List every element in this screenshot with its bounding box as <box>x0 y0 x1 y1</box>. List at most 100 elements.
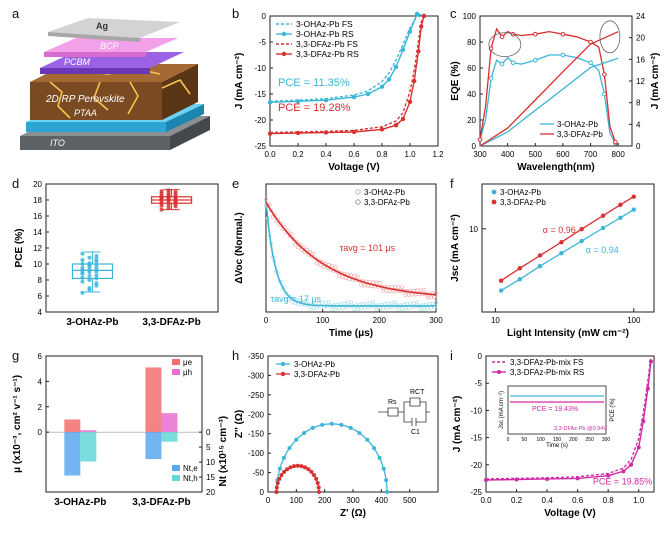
ito-layer-side <box>170 116 210 150</box>
data-point <box>315 305 319 310</box>
pcbm-layer-front <box>40 68 150 74</box>
legend-marker <box>355 199 361 205</box>
plot-frame <box>481 183 655 313</box>
data-point <box>393 300 398 305</box>
data-point <box>87 262 92 267</box>
data-point <box>348 425 353 430</box>
data-point <box>406 292 411 297</box>
bar <box>145 432 162 460</box>
y-axis-label: ΔVoc (Normal.) <box>234 212 245 283</box>
data-point <box>303 465 308 470</box>
data-point <box>645 386 650 391</box>
data-point <box>87 267 92 272</box>
x-tick-label: 400 <box>375 496 389 505</box>
annotation-alpha-dfaz: α = 0.96 <box>543 225 576 235</box>
data-point <box>94 273 99 278</box>
data-point <box>159 196 164 201</box>
data-point <box>94 281 99 286</box>
data-point <box>277 476 282 481</box>
data-point <box>286 297 291 302</box>
callout-ellipse <box>488 32 522 57</box>
data-point <box>294 437 299 442</box>
y-tick-label: -20 <box>470 461 482 470</box>
y-tick-label: 4 <box>38 377 43 386</box>
data-point <box>618 202 623 208</box>
y-tick-label: -50 <box>252 469 264 478</box>
data-point <box>517 266 522 271</box>
chart-eqe: 300 400 500 600 700 800 0 20 40 60 80 100 0 4 8 12 16 20 2… <box>450 12 661 173</box>
bar <box>145 367 162 433</box>
data-point <box>381 289 386 293</box>
chart-jsc-light-intensity: 10 100 10 3-OHAz-Pb3,3-DFAz-Pb α = 0.96 α = 0… <box>450 183 655 339</box>
y-tick-label: 6 <box>38 352 43 361</box>
data-point <box>291 237 296 242</box>
annotation-tau-ohaz: τavg = 17 μs <box>271 294 322 304</box>
x-tick-label: 100 <box>627 316 641 325</box>
data-point <box>317 490 321 494</box>
legend-marker <box>491 199 497 205</box>
data-point <box>418 288 423 293</box>
legend-entry: 3-OHAz-Pb <box>294 360 335 369</box>
data-point <box>306 467 311 472</box>
data-point <box>316 485 321 490</box>
y-tick-label: 0 <box>472 142 477 151</box>
data-point <box>365 437 370 442</box>
grain-boundary-lines <box>49 67 191 119</box>
y-axis-label: Jsc (mA cm⁻²) <box>450 214 461 282</box>
y-tick-label: 80 <box>467 38 476 47</box>
data-point <box>407 99 413 105</box>
data-point <box>310 425 315 430</box>
data-point <box>425 306 430 311</box>
arc-line <box>275 423 388 493</box>
data-point <box>340 275 345 280</box>
data-point <box>631 207 636 212</box>
y-axis-label: PCE (%) <box>14 229 25 268</box>
data-point <box>94 263 99 268</box>
y-axis-label: Z'' (Ω) <box>234 410 245 438</box>
legend-entry: 3,3-DFAz-Pb FS <box>296 39 358 49</box>
data-point <box>579 238 584 244</box>
data-point <box>600 213 606 218</box>
data-point <box>80 279 85 284</box>
y2-tick-label: 5 <box>206 443 211 452</box>
data-point <box>295 130 301 136</box>
data-point <box>545 476 550 481</box>
data-point <box>274 485 279 490</box>
x-tick-label: 0 <box>264 316 269 325</box>
bar <box>64 419 81 433</box>
data-point <box>396 307 401 312</box>
data-point <box>315 481 320 486</box>
x-tick-label: 700 <box>584 150 598 159</box>
x-category-label: 3-OHAz-Pb <box>54 497 106 508</box>
y-tick-label: -350 <box>248 352 265 361</box>
ag-layer-top <box>48 18 180 38</box>
data-point <box>532 31 538 37</box>
data-point <box>498 288 504 293</box>
data-point <box>365 91 371 97</box>
data-point <box>285 467 290 472</box>
y-axis-label: EQE (%) <box>450 61 461 100</box>
data-point <box>293 242 297 247</box>
x-tick-label: 1.2 <box>432 150 444 159</box>
x-axis-label: Light Intensity (mW cm⁻²) <box>507 328 629 339</box>
data-point <box>499 61 505 67</box>
data-point <box>166 194 171 199</box>
data-point <box>579 227 584 232</box>
data-point <box>311 306 316 311</box>
data-point <box>159 189 164 194</box>
legend-entry: 3,3-DFAz-Pb <box>500 198 546 207</box>
data-point <box>636 445 641 450</box>
inset-x-tick-label: 100 <box>536 437 545 443</box>
box <box>71 263 114 279</box>
data-point <box>641 419 646 424</box>
inset-annotation-pce: PCE = 19.43% <box>532 406 578 413</box>
y-tick-label: -300 <box>248 371 265 380</box>
callout-ellipse <box>599 20 621 54</box>
data-point <box>333 306 338 311</box>
y2-tick-label: 15 <box>206 473 215 482</box>
panel-letter-d: d <box>12 176 20 191</box>
data-point <box>80 266 85 270</box>
circuit-label-rct: RCT <box>410 389 425 396</box>
data-point <box>333 265 338 270</box>
y-tick-label: 0 <box>38 428 43 437</box>
